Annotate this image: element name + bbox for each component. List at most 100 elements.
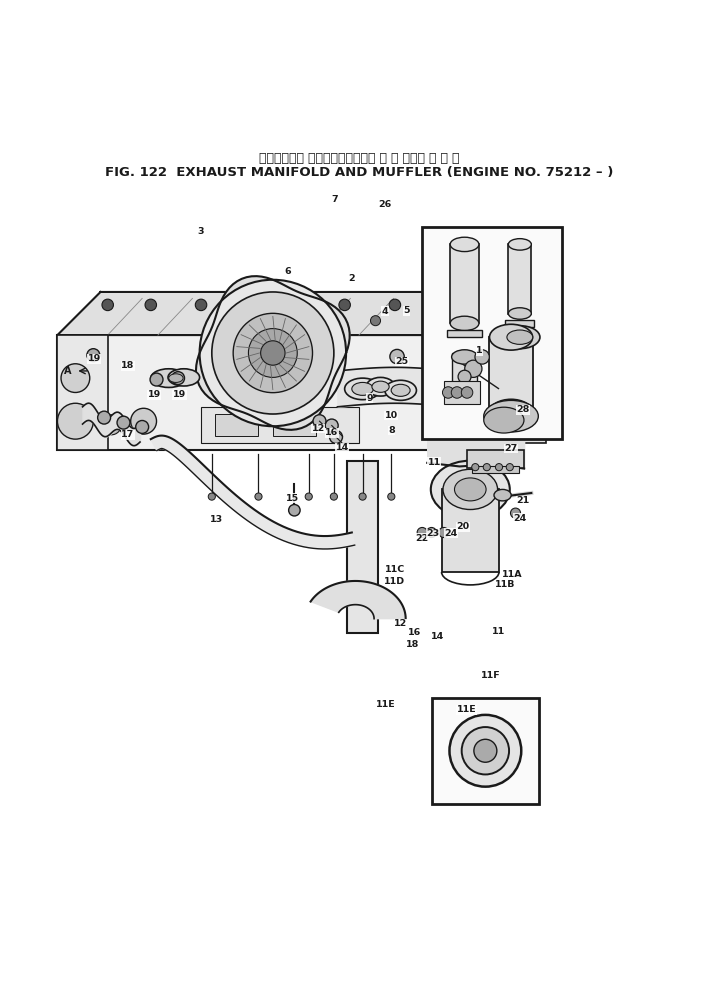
Circle shape — [212, 292, 334, 414]
Text: 11E: 11E — [457, 705, 477, 714]
Circle shape — [506, 463, 513, 470]
Text: 22: 22 — [416, 533, 429, 542]
Bar — [57, 335, 474, 450]
Circle shape — [359, 493, 366, 500]
Polygon shape — [311, 581, 406, 618]
Circle shape — [227, 316, 237, 325]
Circle shape — [449, 715, 521, 787]
Circle shape — [313, 415, 326, 428]
Circle shape — [426, 528, 437, 537]
Circle shape — [246, 299, 257, 311]
Circle shape — [483, 463, 490, 470]
Circle shape — [61, 364, 90, 392]
Text: 19: 19 — [88, 354, 101, 363]
Ellipse shape — [450, 238, 479, 251]
Polygon shape — [57, 292, 517, 335]
Text: A: A — [65, 366, 72, 376]
Bar — [273, 414, 316, 436]
Circle shape — [390, 349, 404, 364]
Text: 17: 17 — [121, 430, 134, 440]
Circle shape — [233, 314, 312, 392]
Circle shape — [145, 299, 157, 311]
Text: 24: 24 — [513, 514, 526, 523]
Circle shape — [330, 431, 342, 444]
Circle shape — [442, 387, 454, 398]
Text: 6: 6 — [284, 267, 291, 276]
Text: 12: 12 — [312, 424, 325, 433]
Text: 11E: 11E — [376, 700, 396, 709]
Bar — [450, 245, 479, 323]
Circle shape — [289, 299, 300, 311]
Circle shape — [208, 493, 215, 500]
Ellipse shape — [443, 469, 498, 510]
Circle shape — [101, 415, 121, 435]
Ellipse shape — [385, 381, 416, 400]
Bar — [508, 245, 531, 314]
Text: 14: 14 — [336, 444, 349, 453]
Bar — [432, 698, 538, 804]
Ellipse shape — [391, 385, 410, 396]
Circle shape — [131, 408, 157, 434]
Text: 4: 4 — [381, 307, 388, 316]
Circle shape — [200, 280, 346, 426]
Text: 24: 24 — [444, 528, 457, 537]
Text: 11C: 11C — [385, 565, 405, 574]
Ellipse shape — [500, 325, 540, 349]
Text: 7: 7 — [331, 195, 338, 204]
Ellipse shape — [352, 383, 373, 395]
Circle shape — [325, 419, 338, 432]
Bar — [460, 386, 546, 443]
Ellipse shape — [366, 378, 395, 396]
Ellipse shape — [490, 324, 533, 350]
Text: 16: 16 — [325, 428, 338, 437]
Ellipse shape — [345, 378, 381, 399]
Circle shape — [327, 316, 337, 325]
Text: 11D: 11D — [384, 577, 406, 586]
Bar — [452, 353, 477, 392]
Circle shape — [475, 350, 490, 364]
Ellipse shape — [508, 308, 531, 319]
Ellipse shape — [450, 317, 479, 330]
Circle shape — [277, 316, 287, 325]
Text: 20: 20 — [457, 523, 470, 531]
Ellipse shape — [508, 239, 531, 250]
Text: 11A: 11A — [503, 570, 523, 580]
Bar — [57, 335, 108, 450]
Text: 12: 12 — [394, 619, 407, 628]
Bar — [444, 381, 480, 404]
Ellipse shape — [452, 350, 477, 364]
Circle shape — [172, 372, 185, 385]
Ellipse shape — [490, 399, 533, 425]
Circle shape — [417, 528, 427, 537]
Bar — [472, 465, 519, 473]
Circle shape — [474, 740, 497, 762]
Text: 8: 8 — [388, 426, 395, 435]
Ellipse shape — [151, 369, 187, 387]
Circle shape — [136, 420, 149, 434]
Circle shape — [117, 416, 130, 429]
Ellipse shape — [431, 460, 510, 518]
Circle shape — [389, 299, 401, 311]
Circle shape — [465, 360, 482, 378]
Bar — [467, 450, 524, 468]
Text: エキゾースト マニホールドおよび マ フ ラ　適 用 号 機: エキゾースト マニホールドおよび マ フ ラ 適 用 号 機 — [258, 152, 460, 165]
Text: 18: 18 — [121, 362, 134, 371]
Bar — [201, 407, 359, 443]
Ellipse shape — [507, 330, 533, 344]
Circle shape — [255, 493, 262, 500]
Text: 27: 27 — [505, 444, 518, 453]
Circle shape — [98, 411, 111, 424]
Text: 10: 10 — [385, 411, 398, 420]
Text: 26: 26 — [378, 200, 391, 209]
Circle shape — [305, 493, 312, 500]
Circle shape — [261, 341, 285, 365]
Circle shape — [339, 299, 350, 311]
Text: 25: 25 — [396, 357, 409, 366]
Text: FIG. 122  EXHAUST MANIFOLD AND MUFFLER (ENGINE NO. 75212 – ): FIG. 122 EXHAUST MANIFOLD AND MUFFLER (E… — [105, 166, 613, 178]
Circle shape — [195, 299, 207, 311]
Text: 9: 9 — [366, 393, 373, 402]
Circle shape — [439, 528, 449, 537]
Text: 2: 2 — [348, 274, 355, 283]
Text: 5: 5 — [403, 306, 410, 316]
Ellipse shape — [372, 382, 389, 392]
